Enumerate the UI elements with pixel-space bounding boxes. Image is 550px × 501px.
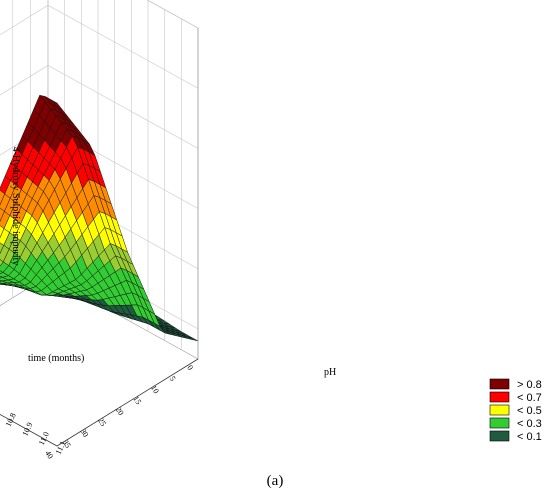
surface-cell <box>0 259 4 267</box>
x-axis-title: time (months) <box>28 353 84 364</box>
legend: > 0.8< 0.7< 0.5< 0.3< 0.1 <box>489 378 542 443</box>
legend-swatch <box>489 378 510 390</box>
z-axis-title: 4-Hydroxy Sulphide impurity <box>10 147 21 266</box>
y-tick-label: 10.8 <box>4 412 18 428</box>
x-tick-label: 40 <box>43 449 55 461</box>
y-tick-label: 10.9 <box>20 421 34 437</box>
surface-cell <box>0 189 5 206</box>
y-tick-label: 11.0 <box>37 430 51 446</box>
legend-label: < 0.3 <box>517 418 542 430</box>
surface-cell <box>0 207 5 222</box>
legend-label: < 0.5 <box>517 405 542 417</box>
x-tick-label: 0 <box>185 364 195 372</box>
x-tick-label: 25 <box>96 416 108 428</box>
legend-label: < 0.7 <box>517 392 542 404</box>
legend-swatch <box>489 391 510 403</box>
figure-caption: (a) <box>266 473 284 489</box>
x-tick-label: 15 <box>131 394 143 406</box>
legend-swatch <box>489 404 510 416</box>
surface-cell <box>50 99 63 111</box>
surface-cell <box>0 242 4 255</box>
response-surface <box>0 94 199 342</box>
x-tick-label: 30 <box>78 427 90 439</box>
x-tick-label: 35 <box>61 438 73 450</box>
front-frame <box>0 28 199 447</box>
x-tick-label: 5 <box>168 374 178 382</box>
legend-label: < 0.1 <box>517 431 542 443</box>
legend-label: > 0.8 <box>517 379 542 391</box>
x-tick-label: 10 <box>149 384 161 396</box>
x-tick-label: 20 <box>114 405 126 417</box>
y-tick-label: 10.7 <box>0 402 1 418</box>
y-axis-title: pH <box>324 367 336 378</box>
floor-edge <box>0 358 199 447</box>
legend-swatch <box>489 417 510 429</box>
surface-cell <box>0 225 5 239</box>
surface-cell <box>0 270 4 274</box>
legend-swatch <box>489 430 510 442</box>
